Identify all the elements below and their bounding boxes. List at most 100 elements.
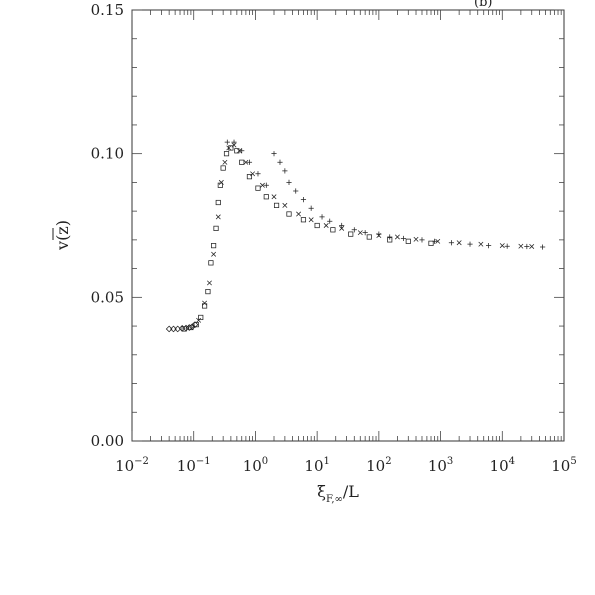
cross-point — [250, 171, 256, 177]
y-tick-label: 0.05 — [91, 288, 124, 306]
square-point — [366, 234, 372, 240]
cross-point — [222, 159, 228, 165]
square-point — [215, 199, 221, 206]
cross-point — [243, 159, 249, 165]
tick-marks — [131, 9, 564, 442]
cross-point — [394, 234, 400, 240]
y-tick-label: 0.15 — [91, 1, 124, 19]
square-point — [188, 324, 194, 331]
cross-point — [215, 214, 221, 220]
square-point — [205, 289, 211, 295]
plus-point — [239, 148, 245, 154]
plus-point — [539, 244, 546, 250]
square-point — [202, 303, 208, 309]
cross-point — [529, 244, 535, 249]
diamond-point — [165, 325, 173, 333]
cross-point — [435, 238, 441, 244]
cross-point — [339, 225, 345, 231]
cross-point — [478, 241, 484, 247]
square-point — [300, 217, 307, 223]
cross-point — [308, 217, 314, 223]
plus-point — [293, 188, 299, 194]
diamond-point — [191, 321, 199, 328]
plus-point — [319, 214, 325, 220]
cross-point — [282, 202, 288, 208]
cross-point — [202, 300, 208, 306]
plus-point — [524, 243, 530, 250]
plus-point — [362, 230, 368, 236]
plot-frame — [131, 9, 565, 442]
corner-label: (b) — [474, 0, 492, 10]
square-point — [314, 222, 320, 229]
square-point — [181, 326, 187, 332]
plus-point — [263, 182, 269, 188]
square-point — [405, 238, 411, 244]
cross-point — [413, 236, 419, 242]
cross-point — [226, 145, 232, 151]
cross-point — [207, 280, 212, 286]
square-point — [220, 165, 226, 171]
y-axis-title: v(z) — [53, 220, 72, 251]
square-point — [273, 202, 280, 208]
cross-point — [357, 230, 363, 236]
cross-point — [296, 211, 302, 217]
plus-point — [327, 218, 333, 224]
square-point — [198, 314, 204, 321]
square-point — [263, 194, 269, 200]
x-tick-label: 10−2 — [115, 456, 149, 475]
square-point — [211, 243, 217, 249]
plus-point — [376, 231, 382, 237]
plus-point — [277, 159, 283, 165]
plus-point — [431, 238, 438, 244]
plus-point — [387, 234, 393, 240]
x-axis-title-rest: /L — [343, 482, 359, 501]
plus-point — [246, 159, 253, 165]
plus-point — [286, 179, 292, 185]
cross-point — [271, 194, 277, 200]
x-axis-title-symbol: ξ — [317, 482, 326, 501]
square-point — [213, 225, 219, 231]
cross-point — [259, 182, 265, 188]
data-points — [165, 139, 546, 333]
square-point — [330, 227, 336, 233]
plus-point — [255, 171, 261, 177]
cross-point — [518, 243, 524, 249]
cross-point — [231, 142, 237, 148]
cross-point — [218, 179, 224, 185]
y-tick-labels: 0.00 0.05 0.10 0.15 — [91, 1, 124, 450]
plus-point — [419, 237, 425, 243]
square-point — [208, 260, 214, 266]
plus-point — [271, 151, 277, 157]
x-tick-label: 104 — [490, 456, 515, 475]
plus-point — [504, 243, 510, 249]
square-point — [223, 151, 230, 157]
x-tick-label: 101 — [304, 456, 329, 475]
cross-point — [211, 251, 217, 257]
square-point — [193, 322, 199, 328]
plus-point — [467, 241, 473, 247]
square-point — [428, 240, 434, 246]
plus-point — [339, 222, 345, 229]
x-tick-label: 100 — [243, 456, 268, 475]
plus-point — [231, 139, 237, 145]
square-point — [286, 211, 292, 217]
cross-point — [456, 240, 462, 246]
plus-point — [308, 205, 314, 211]
square-point — [348, 231, 354, 237]
x-tick-label: 10−1 — [177, 456, 211, 475]
square-point — [246, 174, 253, 180]
cross-point — [196, 317, 202, 323]
x-tick-label: 103 — [428, 456, 453, 475]
x-tick-label: 105 — [551, 456, 576, 475]
plus-point — [351, 227, 357, 233]
plus-point — [282, 168, 288, 174]
plus-point — [300, 197, 307, 203]
plus-point — [448, 240, 455, 246]
y-tick-label: 0.10 — [91, 145, 124, 163]
square-point — [239, 159, 245, 165]
x-tick-label: 102 — [366, 456, 391, 475]
plus-point — [224, 139, 230, 145]
y-tick-label: 0.00 — [91, 432, 124, 450]
diamond-point — [186, 324, 193, 331]
